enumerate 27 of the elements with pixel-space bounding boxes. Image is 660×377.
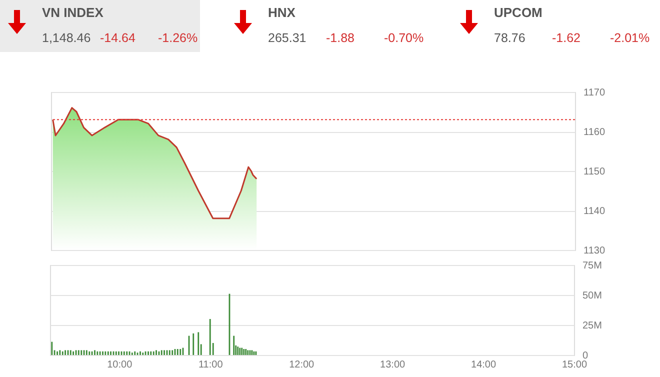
text: -2.01% <box>610 31 650 45</box>
y-tick-label: 1160 <box>584 127 606 138</box>
text: -1.26% <box>158 31 198 45</box>
x-tick-label: 13:00 <box>380 360 406 370</box>
x-tick-label: 11:00 <box>198 360 224 370</box>
x-tick-label: 14:00 <box>471 360 496 370</box>
y-tick-label: 1170 <box>584 88 606 98</box>
text: UPCOM <box>494 5 542 20</box>
y-tick-label: 1140 <box>584 206 606 217</box>
text: -0.70% <box>384 31 424 45</box>
x-tick-label: 15:00 <box>562 360 588 370</box>
y-tick-label: 1150 <box>584 166 606 178</box>
text: 78.76 <box>494 31 526 45</box>
y-tick-label: 75M <box>582 260 602 272</box>
text: -14.64 <box>100 31 136 45</box>
text: -1.88 <box>326 31 354 45</box>
text: 1,148.46 <box>42 31 91 45</box>
y-tick-label: 1130 <box>584 246 606 256</box>
text: -1.62 <box>552 31 580 45</box>
y-tick-label: 50M <box>582 290 602 302</box>
y-tick-label: 0 <box>582 350 588 362</box>
x-tick-label: 12:00 <box>289 360 315 370</box>
x-tick-label: 10:00 <box>107 360 133 370</box>
text: HNX <box>268 5 296 20</box>
text: 265.31 <box>268 31 306 45</box>
y-tick-label: 25M <box>582 320 602 332</box>
text: VN INDEX <box>42 5 104 20</box>
